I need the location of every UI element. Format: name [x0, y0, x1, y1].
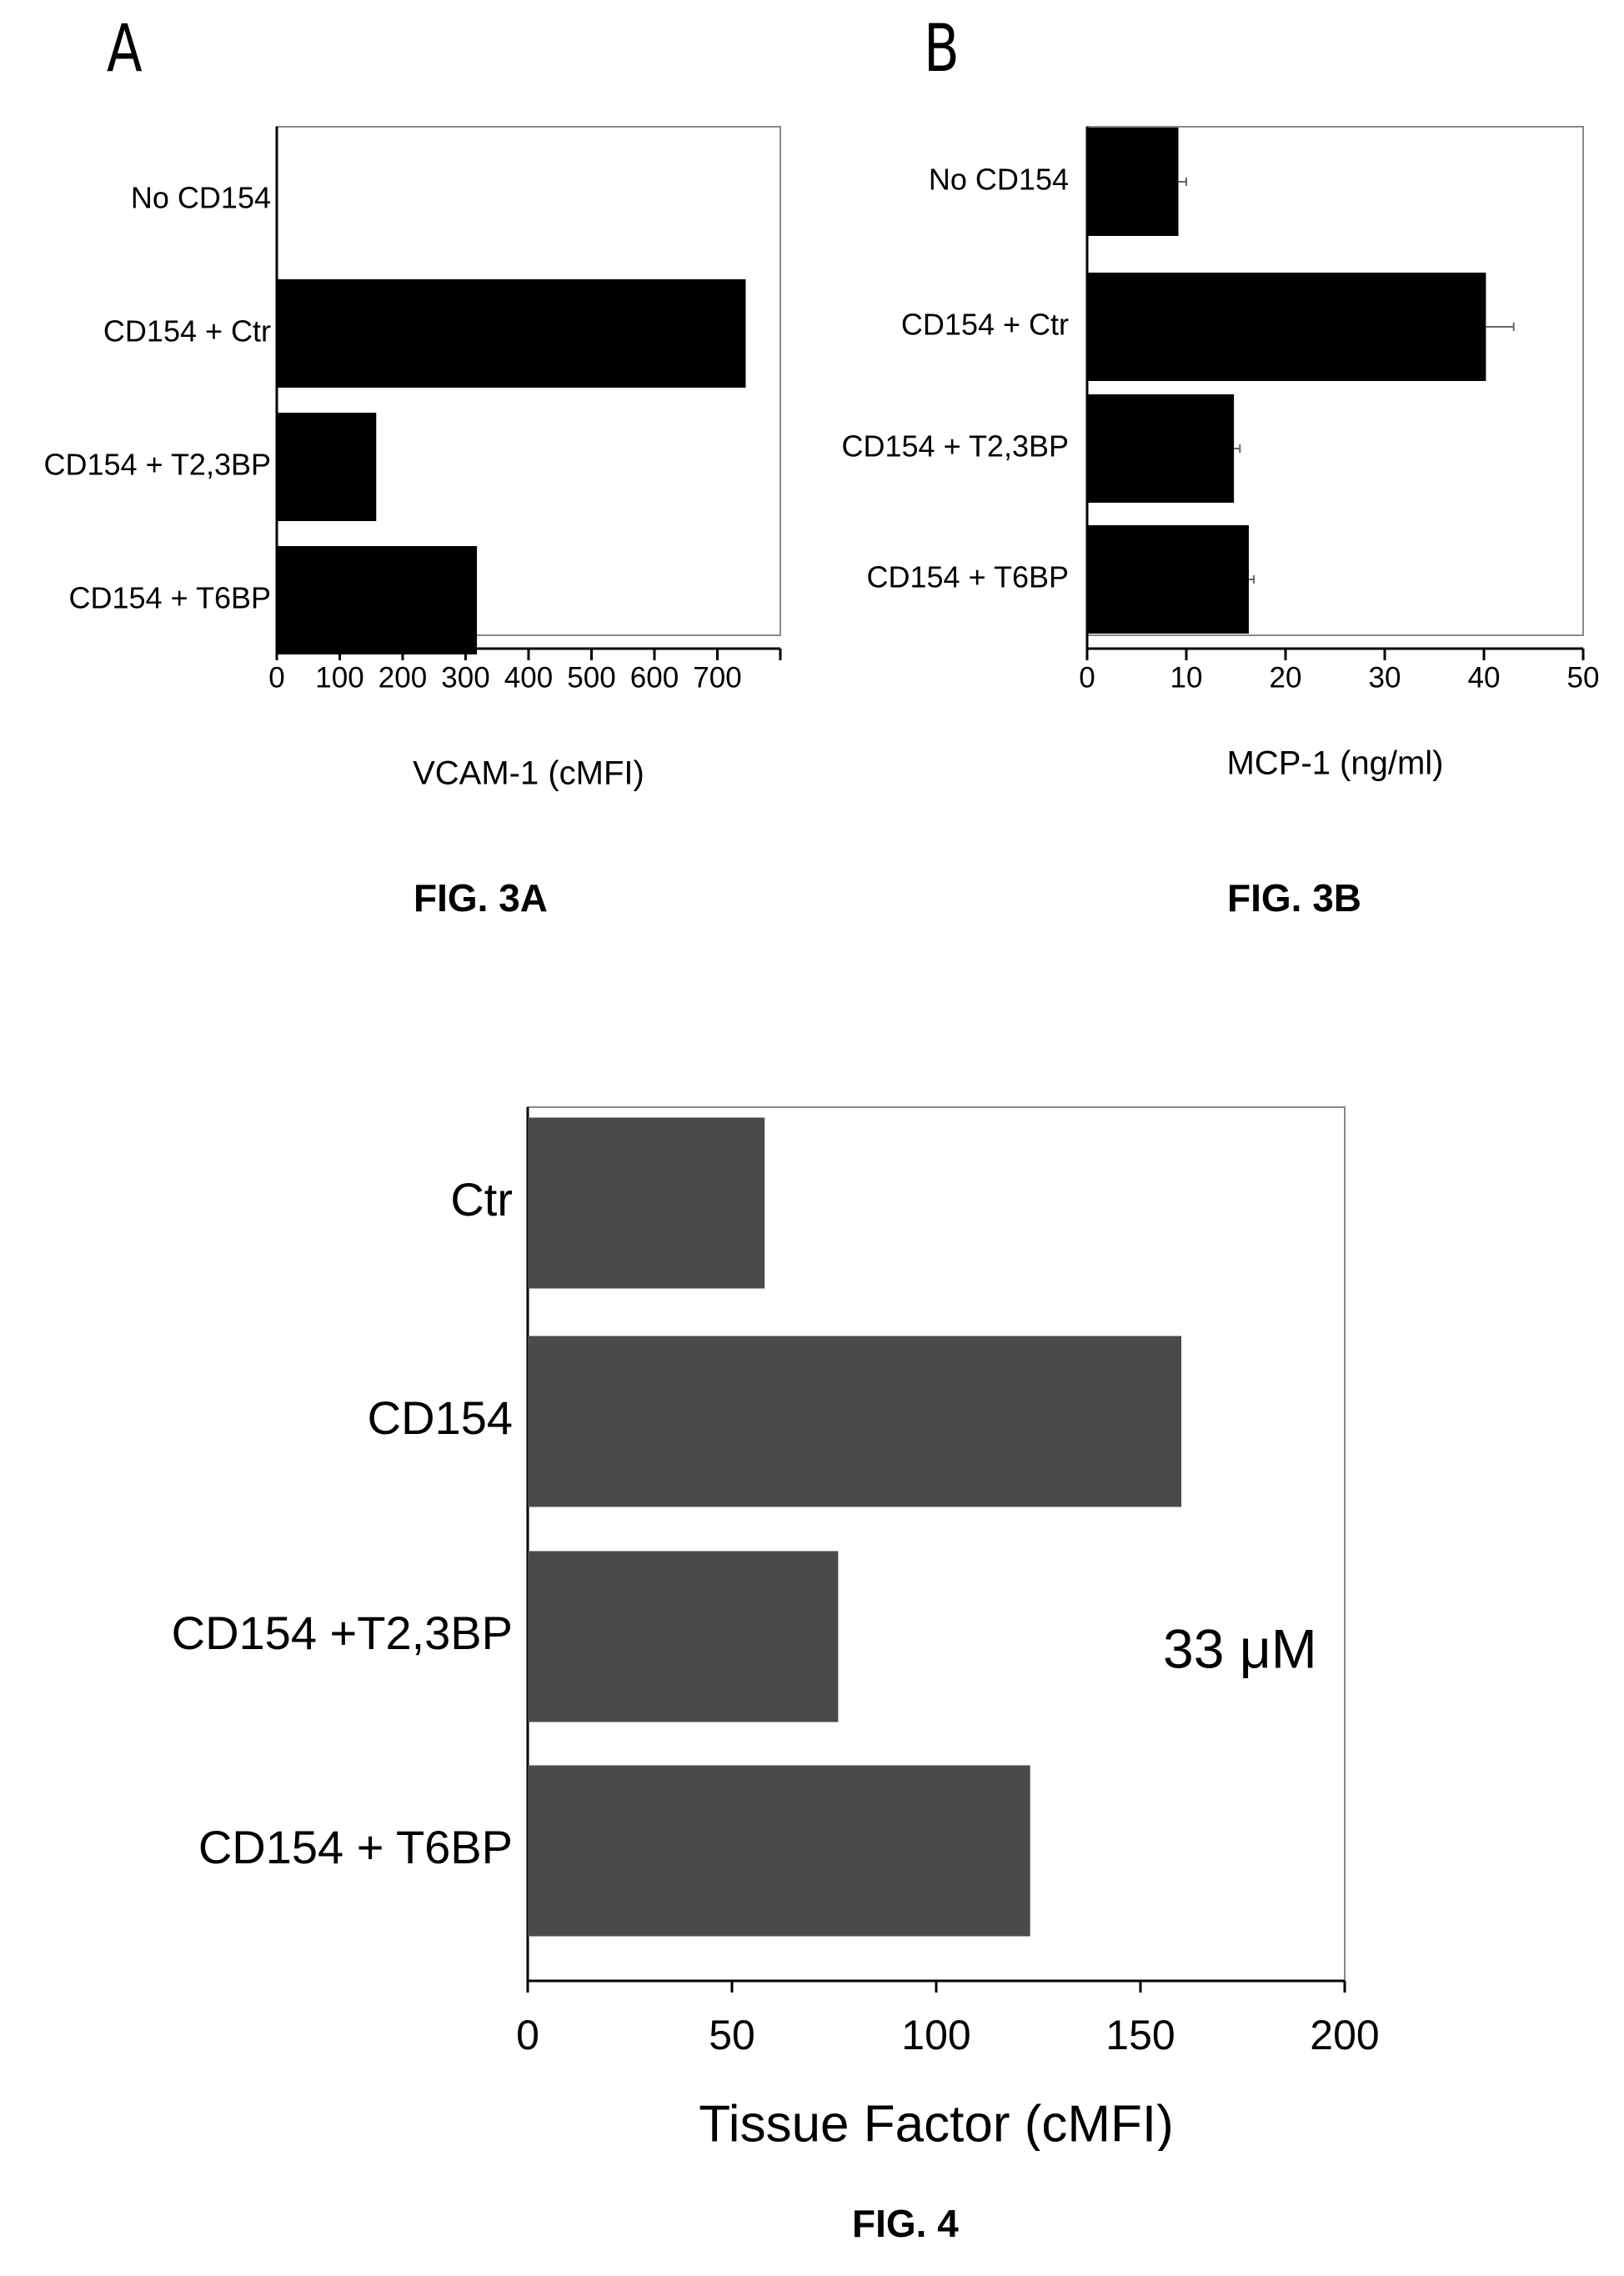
- x-tick-label: 300: [441, 661, 489, 694]
- bar: [277, 279, 746, 388]
- bar: [528, 1551, 839, 1722]
- x-tick-label: 100: [901, 2012, 970, 2058]
- category-label: Ctr: [450, 1173, 513, 1226]
- x-tick-label: 40: [1468, 661, 1501, 694]
- caption-fig3b: FIG. 3B: [1227, 876, 1362, 920]
- category-label: CD154 + Ctr: [901, 308, 1069, 342]
- x-tick-label: 200: [1310, 2012, 1379, 2058]
- category-label: CD154 + T2,3BP: [44, 448, 272, 482]
- x-axis-label: VCAM-1 (cMFI): [413, 755, 644, 792]
- category-label: CD154 + T6BP: [198, 1821, 513, 1873]
- category-label: CD154 + T6BP: [867, 560, 1069, 594]
- category-label: CD154 + T2,3BP: [842, 429, 1070, 464]
- chart-fig3b: 0 10 20 30 40 50 No CD154 CD154 + Ctr CD154 + T2…: [842, 126, 1600, 782]
- x-tick-label: 0: [1079, 661, 1095, 694]
- x-tick-label: 700: [693, 661, 741, 694]
- bar: [528, 1117, 765, 1289]
- annotation-concentration: 33 μM: [1163, 1617, 1317, 1679]
- x-tick-label: 30: [1369, 661, 1401, 694]
- bar: [277, 413, 377, 521]
- x-tick-label: 0: [268, 661, 284, 694]
- bar: [1087, 394, 1235, 503]
- x-tick-label: 20: [1270, 661, 1302, 694]
- caption-fig4: FIG. 4: [852, 2202, 959, 2245]
- x-tick-label: 500: [567, 661, 615, 694]
- bar: [528, 1336, 1181, 1507]
- x-tick-label: 50: [709, 2012, 755, 2058]
- category-label: No CD154: [929, 163, 1069, 197]
- x-tick-label: 100: [315, 661, 363, 694]
- category-label: CD154: [368, 1391, 513, 1444]
- panel-label-a: A: [107, 12, 143, 87]
- caption-fig3a: FIG. 3A: [414, 876, 549, 920]
- category-label: CD154 + T6BP: [69, 581, 271, 615]
- category-label: CD154 + Ctr: [103, 314, 271, 348]
- category-label: No CD154: [131, 181, 271, 215]
- panel-label-b: B: [924, 12, 960, 87]
- bar: [277, 546, 478, 654]
- category-label: CD154 +T2,3BP: [172, 1607, 513, 1659]
- x-tick-label: 10: [1170, 661, 1203, 694]
- x-tick-label: 150: [1105, 2012, 1175, 2058]
- chart-fig4: 0 50 100 150 200 Ctr CD154 CD154 +T2,3BP CD154 +…: [172, 1106, 1380, 2151]
- bar: [1087, 128, 1179, 236]
- x-tick-label: 50: [1567, 661, 1600, 694]
- bar: [528, 1765, 1030, 1937]
- x-tick-label: 200: [378, 661, 427, 694]
- x-tick-label: 400: [504, 661, 553, 694]
- x-tick-label: 600: [630, 661, 679, 694]
- x-axis-label: MCP-1 (ng/ml): [1226, 745, 1443, 782]
- x-tick-label: 0: [516, 2012, 539, 2058]
- bar: [1087, 525, 1249, 634]
- chart-fig3a: 0 100 200 300 400 500 600 700 No CD154 CD154 + Ct…: [44, 126, 782, 792]
- x-axis-label: Tissue Factor (cMFI): [699, 2095, 1174, 2151]
- bar: [1087, 273, 1486, 381]
